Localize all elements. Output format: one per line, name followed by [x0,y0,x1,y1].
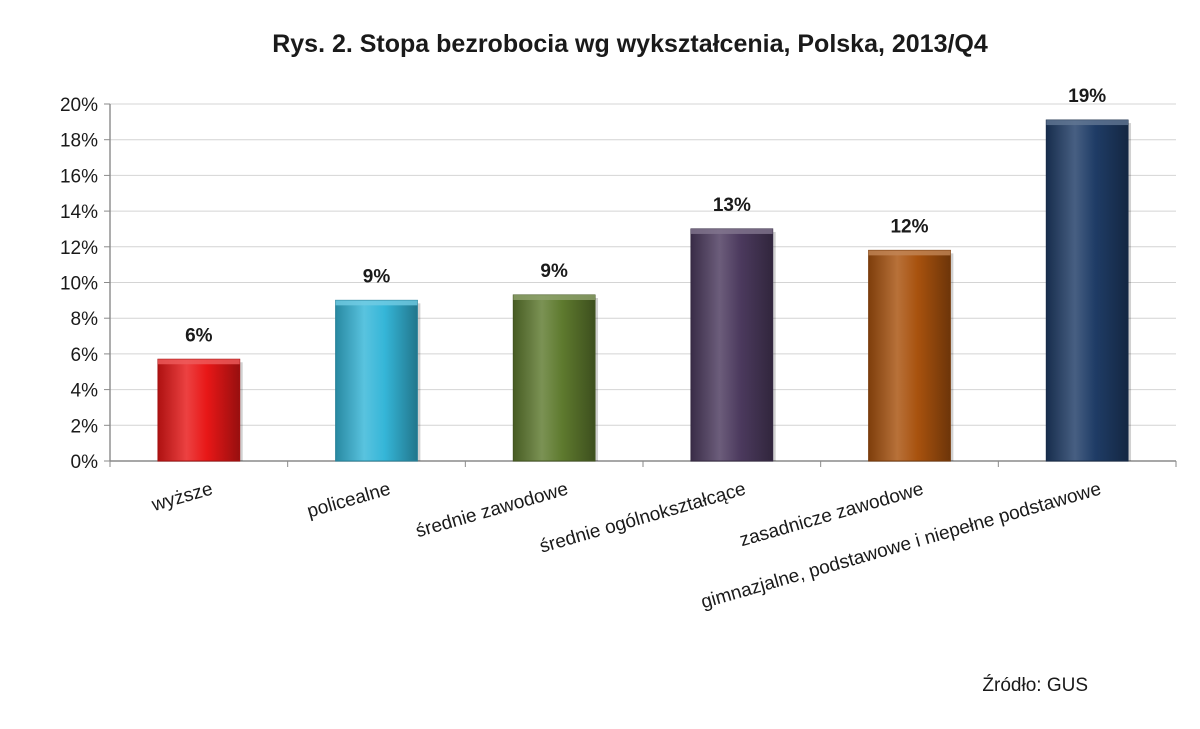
y-tick-label: 20% [60,95,98,116]
y-axis-ticks: 0% 2% 4% 6% 8% 10% 12% 14% 16% 18% 20% [60,95,111,473]
x-axis-labels: wyższe policealne średnie zawodoweśrednie … [149,479,1104,614]
bar-top-bevel [690,228,773,234]
bar [868,249,951,462]
y-tick-label: 4% [71,381,99,402]
y-tick-label: 18% [60,131,98,152]
bar-top-bevel [868,250,951,256]
data-label: 9% [363,266,391,287]
y-tick-label: 2% [71,416,99,437]
y-tick-label: 14% [60,202,98,223]
data-labels: 6% 9% 9% 13% 12% 19% [185,86,1106,346]
y-tick-label: 12% [60,238,98,259]
data-label: 19% [1068,86,1106,107]
y-tick-label: 8% [71,309,99,330]
bars [157,119,1132,462]
data-label: 12% [890,216,928,237]
bar-top-bevel [157,359,240,365]
bar-top-bevel [1046,120,1129,126]
x-tick-label: średnie zawodowe [413,479,570,543]
bar [157,358,241,462]
source-note: Źródło: GUS [982,675,1088,696]
y-tick-label: 10% [60,274,98,295]
bar-top-bevel [335,300,418,306]
x-tick-label: wyższe [149,479,216,517]
x-axis [109,461,1177,467]
bar [335,299,418,462]
bar-top-bevel [513,294,596,300]
data-label: 6% [185,325,213,346]
y-tick-label: 6% [71,345,99,366]
bar [512,294,596,462]
chart-title: Rys. 2. Stopa bezrobocia wg wykształceni… [272,30,988,58]
y-tick-label: 0% [71,452,99,473]
bar [690,228,774,462]
data-label: 9% [540,261,568,282]
grid-lines [110,103,1176,462]
x-tick-label: średnie ogólnokształcące [537,479,748,558]
data-label: 13% [713,195,751,216]
y-tick-label: 16% [60,166,98,187]
x-tick-label: policealne [305,479,393,523]
bar [1045,119,1129,462]
